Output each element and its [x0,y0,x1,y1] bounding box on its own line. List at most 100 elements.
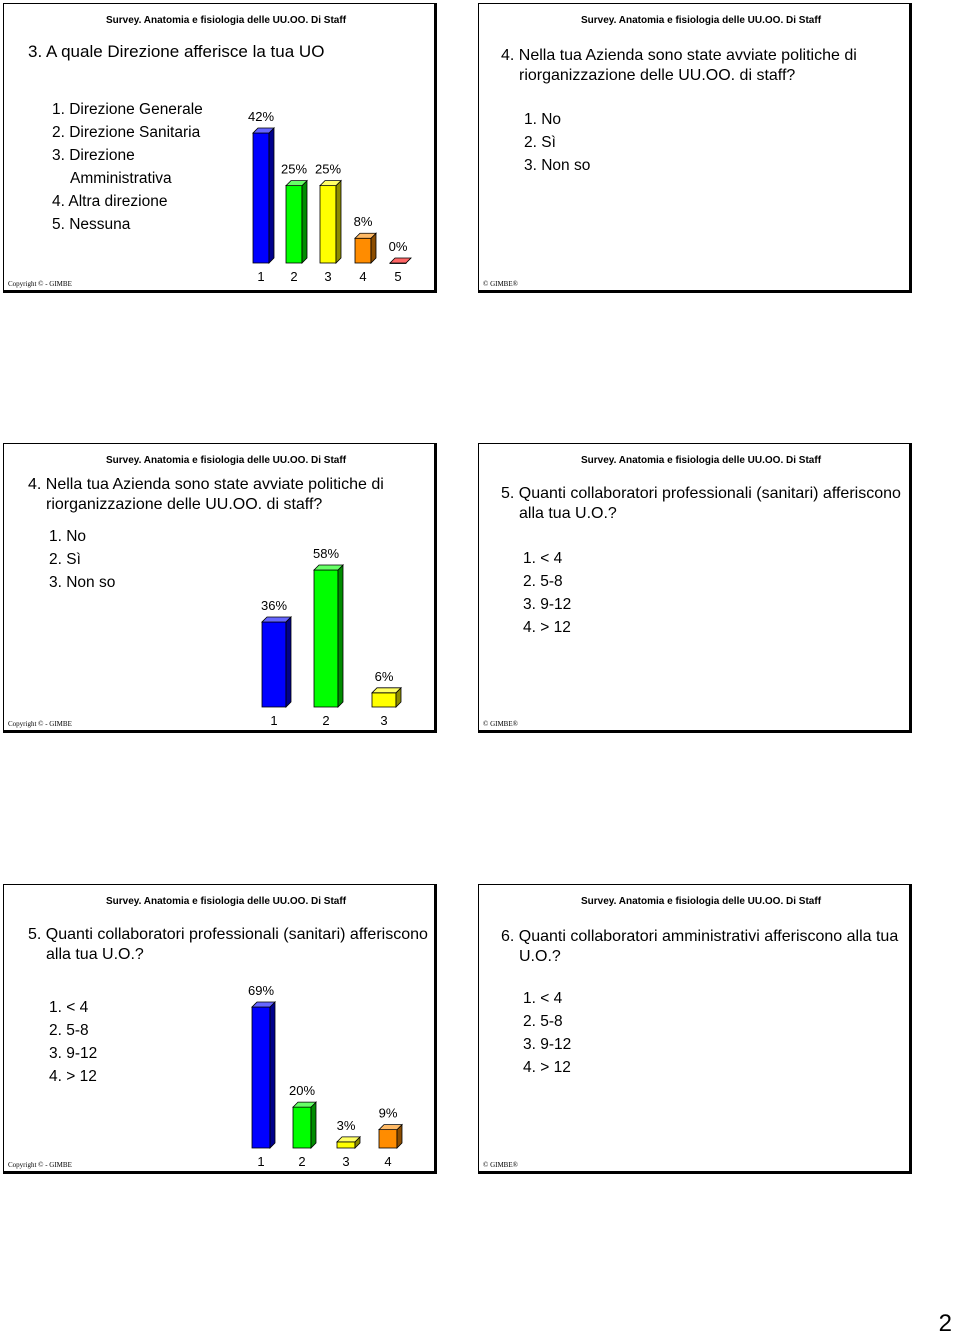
option-list: 1. No 2. Sì 3. Non so [524,108,824,177]
x-tick-label: 5 [394,269,401,284]
x-tick-label: 4 [384,1154,391,1169]
bar [252,132,270,264]
question: 6. Quanti collaboratori amministrativi a… [501,928,899,965]
value-label: 58% [313,546,339,561]
value-label: 69% [248,983,274,998]
slide: Survey. Anatomia e fisiologia delle UU.O… [478,884,912,1174]
option: 4. > 12 [523,619,571,636]
question: 4. Nella tua Azienda sono state avviate … [28,476,384,513]
question: 5. Quanti collaboratori professionali (s… [28,926,428,963]
bar-top [292,1101,317,1108]
option: 3. 9-12 [523,596,572,613]
question: 4. Nella tua Azienda sono state avviate … [501,47,857,84]
x-tick-label: 2 [298,1154,305,1169]
slide: Survey. Anatomia e fisiologia delle UU.O… [478,3,912,293]
bar [261,621,287,708]
bar-side [269,1001,276,1149]
bar [292,1106,312,1149]
option: 3. Non so [524,157,591,174]
bar [378,1129,398,1149]
slide-header: Survey. Anatomia e fisiologia delle UU.O… [105,15,347,26]
bar [251,1006,271,1149]
bar-top [261,616,292,623]
slide: Survey. Anatomia e fisiologia delle UU.O… [3,884,437,1174]
option: 4. > 12 [523,1059,571,1076]
option: 5. Nessuna [52,216,131,233]
option: 4. > 12 [49,1068,97,1085]
value-label: 36% [261,598,287,613]
bar [285,185,303,264]
bar-side [337,564,344,708]
value-label: 25% [315,162,341,177]
option-list: 1. < 4 2. 5-8 3. 9-12 4. > 12 [523,987,823,1079]
option-list: 1. Direzione Generale 2. Direzione Sanita… [52,98,222,236]
slide: Survey. Anatomia e fisiologia delle UU.O… [478,443,912,733]
bar-top [354,232,377,239]
slide-header: Survey. Anatomia e fisiologia delle UU.O… [105,455,347,466]
bar-side [301,179,308,264]
x-tick-label: 4 [359,269,366,284]
option-list: 1. < 4 2. 5-8 3. 9-12 4. > 12 [523,547,823,639]
bar-top [371,687,402,694]
option: 1. Direzione Generale [52,101,203,118]
bar-chart: 36% 1 58% 2 6% 3 [261,546,402,728]
bar-top [313,564,344,571]
value-label: 0% [389,239,408,254]
bar-chart: 69% 1 20% 2 3% 3 9% 4 [248,983,403,1169]
value-label: 9% [379,1106,398,1121]
option: 3. 9-12 [49,1045,98,1062]
option: 1. < 4 [523,990,563,1007]
copyright: © GIMBE® [483,720,518,728]
x-tick-label: 3 [324,269,331,284]
option: 2. Sì [49,551,81,568]
bar-top [285,180,308,187]
option: 4. Altra direzione [52,193,168,210]
option: 3. Non so [49,574,116,591]
bar-side [310,1101,317,1149]
slide: Survey. Anatomia e fisiologia delle UU.O… [3,3,437,293]
option: 1. No [49,528,87,545]
question: 3. A quale Direzione afferisce la tua UO [28,42,325,61]
value-label: 20% [289,1083,315,1098]
copyright: © GIMBE® [483,280,518,288]
option: 1. < 4 [523,550,563,567]
value-label: 6% [375,669,394,684]
copyright: Copyright © - GIMBE [8,280,72,288]
x-tick-label: 1 [270,713,277,728]
option: 3. 9-12 [523,1036,572,1053]
option: 2. 5-8 [49,1022,89,1039]
bar-top [378,1124,403,1131]
question: 5. Quanti collaboratori professionali (s… [501,485,901,522]
copyright: Copyright © - GIMBE [8,1161,72,1169]
bar-side [335,179,342,264]
option: 2. 5-8 [523,573,563,590]
slide: Survey. Anatomia e fisiologia delle UU.O… [3,443,437,733]
copyright: © GIMBE® [483,1161,518,1169]
slide-header: Survey. Anatomia e fisiologia delle UU.O… [580,15,822,26]
x-tick-label: 1 [257,269,264,284]
value-label: 3% [337,1118,356,1133]
value-label: 42% [248,109,274,124]
x-tick-label: 3 [380,713,387,728]
x-tick-label: 1 [257,1154,264,1169]
value-label: 25% [281,162,307,177]
option-list: 1. < 4 2. 5-8 3. 9-12 4. > 12 [49,996,349,1088]
bar [313,569,339,708]
option-list: 1. No 2. Sì 3. Non so [49,525,349,594]
bar [319,185,337,264]
x-tick-label: 2 [322,713,329,728]
option: 2. 5-8 [523,1013,563,1030]
bar-side [285,615,292,708]
bar-top [252,127,275,134]
value-label: 8% [354,214,373,229]
x-tick-label: 2 [290,269,297,284]
bar-top [319,180,342,187]
bar-top [251,1001,276,1008]
option: 2. Direzione Sanitaria [52,124,201,141]
slide-header: Survey. Anatomia e fisiologia delle UU.O… [105,896,347,907]
option: 2. Sì [524,134,556,151]
bar-top [336,1136,361,1143]
option: 1. < 4 [49,999,89,1016]
slide-header: Survey. Anatomia e fisiologia delle UU.O… [580,455,822,466]
